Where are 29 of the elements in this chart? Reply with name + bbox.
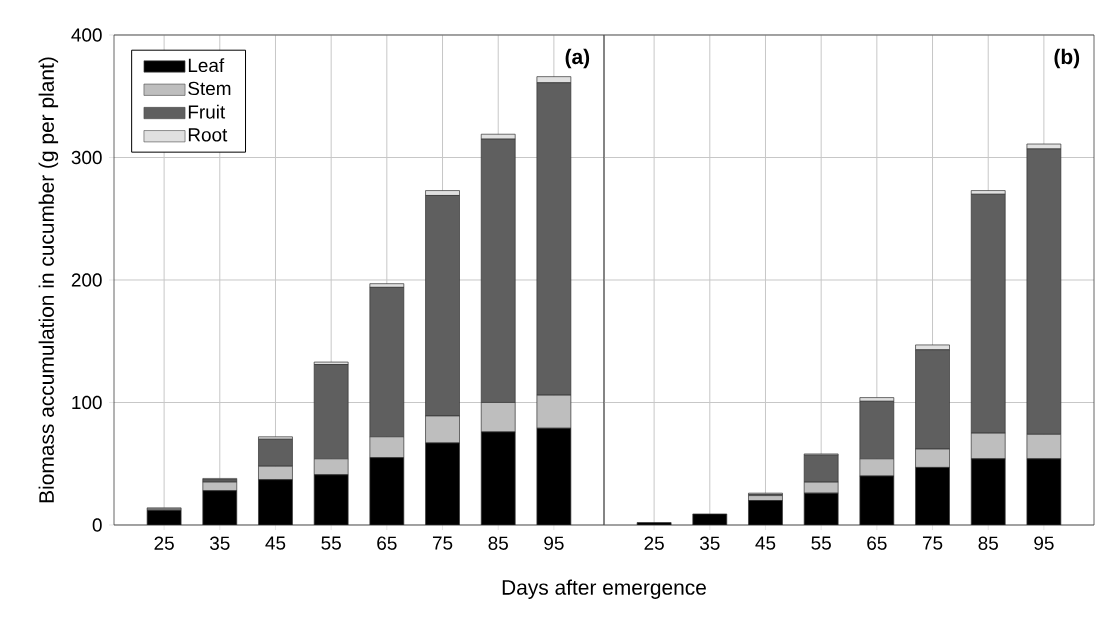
y-tick-label: 0: [92, 518, 102, 532]
legend-label: Stem: [188, 81, 231, 96]
y-tick-label: 400: [71, 28, 102, 42]
annotation: (a): [565, 48, 590, 69]
y-axis-title: Biomass accumulation in cucumber (g per plant): [38, 57, 59, 503]
y-tick-label: 100: [72, 395, 102, 410]
x-tick-label: 45: [755, 536, 776, 550]
legend-label: Fruit: [188, 104, 226, 119]
x-tick-label: 55: [811, 536, 831, 550]
x-tick-label: 95: [1034, 536, 1054, 550]
x-tick-label: 85: [488, 536, 508, 550]
legend-label: Leaf: [188, 58, 225, 73]
x-tick-label: 75: [432, 536, 453, 550]
x-tick-label: 85: [978, 536, 998, 550]
x-tick-label: 25: [154, 536, 174, 550]
x-tick-label: 65: [377, 536, 397, 550]
annotation: (b): [1054, 48, 1080, 69]
x-tick-label: 35: [209, 536, 230, 550]
x-tick-label: 95: [544, 536, 564, 550]
y-tick-label: 300: [71, 150, 102, 165]
x-tick-label: 55: [321, 536, 341, 550]
x-tick-label: 25: [644, 536, 664, 550]
x-tick-label: 35: [699, 536, 720, 550]
x-tick-label: 65: [867, 536, 887, 550]
y-tick-label: 200: [71, 273, 102, 287]
legend-label: Root: [188, 128, 228, 142]
x-tick-label: 75: [922, 536, 943, 550]
x-tick-label: 45: [265, 536, 286, 550]
x-axis-title: Days after emergence: [502, 579, 706, 599]
